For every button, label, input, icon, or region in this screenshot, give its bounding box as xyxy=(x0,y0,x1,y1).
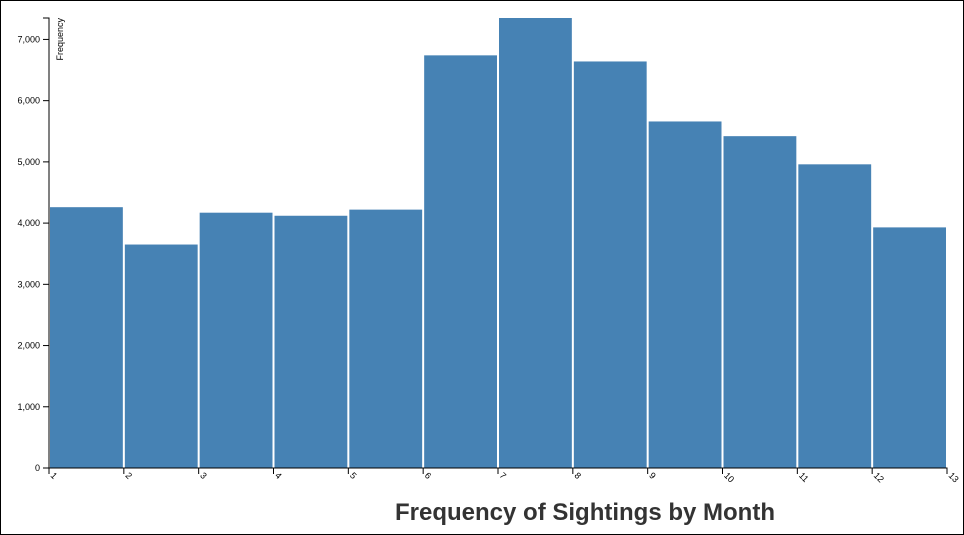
y-tick-label: 7,000 xyxy=(17,34,40,44)
x-tick-label: 5 xyxy=(348,470,359,481)
bar-4 xyxy=(274,215,348,468)
y-tick-label: 0 xyxy=(35,463,40,473)
y-axis-title: Frequency xyxy=(55,18,65,61)
x-tick-label: 10 xyxy=(722,470,736,484)
y-tick-label: 6,000 xyxy=(17,96,40,106)
bar-1 xyxy=(50,207,123,469)
bar-2 xyxy=(124,244,198,468)
bars-group xyxy=(50,18,946,469)
x-tick-label: 1 xyxy=(49,470,60,481)
y-tick-label: 2,000 xyxy=(17,341,40,351)
x-tick-label: 3 xyxy=(198,470,209,481)
bar-7 xyxy=(499,18,572,468)
y-tick-label: 1,000 xyxy=(17,402,40,412)
y-axis-line xyxy=(43,17,50,469)
bar-6 xyxy=(424,55,497,469)
x-tick-label: 11 xyxy=(797,470,811,484)
x-tick-label: 6 xyxy=(423,470,434,481)
bar-5 xyxy=(349,209,423,468)
x-tick-label: 2 xyxy=(123,470,134,481)
x-tick-label: 4 xyxy=(273,470,284,481)
bar-12 xyxy=(873,227,946,468)
y-tick-label: 3,000 xyxy=(17,279,40,289)
bar-10 xyxy=(723,136,797,468)
x-tick-label: 7 xyxy=(498,470,509,481)
bar-9 xyxy=(648,121,722,468)
bar-3 xyxy=(199,212,273,468)
y-tick-label: 5,000 xyxy=(17,157,40,167)
x-tick-label: 8 xyxy=(572,470,583,481)
x-tick-label: 9 xyxy=(647,470,658,481)
x-axis: 1 2 3 4 5 6 7 8 9 10 11 12 13 xyxy=(48,467,961,484)
x-tick-label: 12 xyxy=(872,470,886,484)
x-tick-label: 13 xyxy=(947,470,961,484)
y-tick-label: 4,000 xyxy=(17,218,40,228)
bar-11 xyxy=(798,164,872,468)
chart-title: Frequency of Sightings by Month xyxy=(395,499,775,526)
bar-8 xyxy=(573,61,647,468)
y-axis: 0 1,000 2,000 3,000 4,000 5,000 6,000 7,000 xyxy=(17,17,50,473)
